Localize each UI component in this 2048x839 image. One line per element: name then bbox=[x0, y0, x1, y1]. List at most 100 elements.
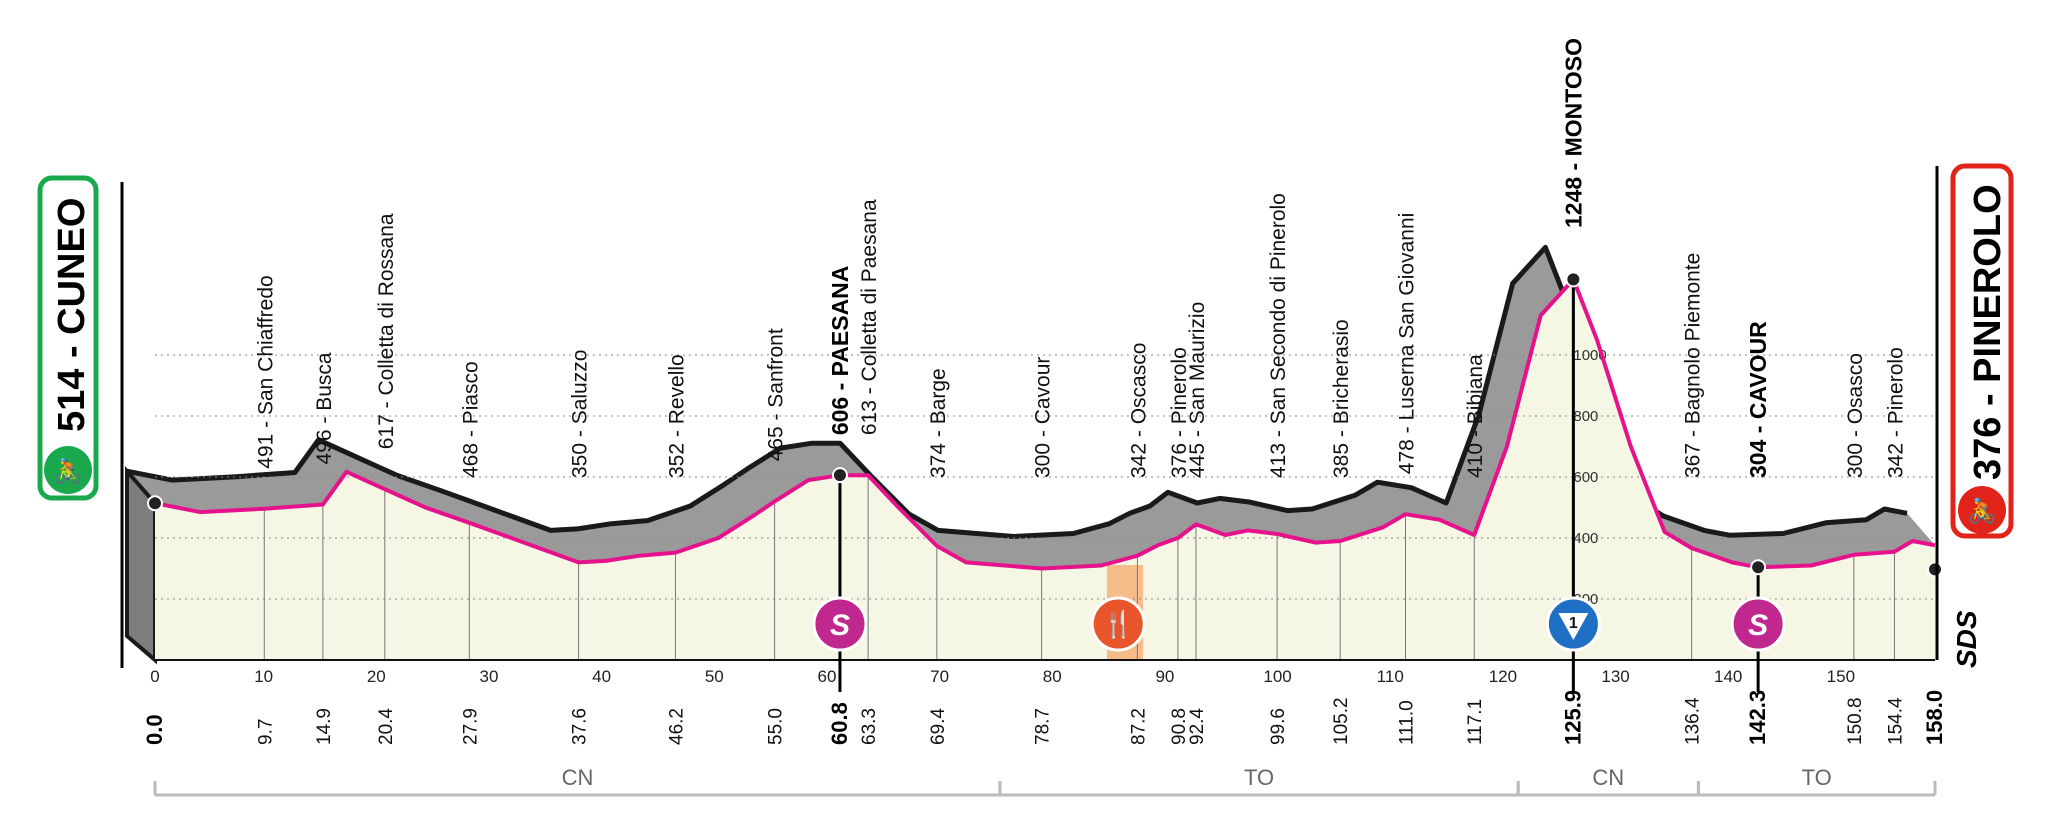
elevation-tick-label: 600 bbox=[1573, 469, 1598, 486]
start-cyclist-icon bbox=[44, 446, 92, 494]
province-label: TO bbox=[1244, 765, 1274, 790]
waypoint-label: 374 - Barge bbox=[927, 368, 950, 478]
waypoint-km-label: 63.3 bbox=[859, 708, 880, 745]
waypoint-km-label: 125.9 bbox=[1560, 690, 1585, 745]
start-dot bbox=[147, 495, 163, 512]
elevation-tick-label: 1000 bbox=[1573, 347, 1606, 364]
waypoint-km-label: 105.2 bbox=[1331, 697, 1352, 745]
x-tick-label: 100 bbox=[1263, 667, 1291, 686]
waypoint-label: 385 - Bricherasio bbox=[1330, 319, 1353, 478]
finish-dot bbox=[1927, 561, 1943, 578]
fork-knife-icon: 🍴 bbox=[1102, 609, 1134, 640]
waypoint-km-label: 154.4 bbox=[1885, 697, 1906, 745]
start-badge-frame bbox=[37, 175, 99, 501]
waypoint-km-label: 90.8 bbox=[1169, 708, 1190, 745]
feed-zone-marker-circle bbox=[1090, 596, 1146, 652]
x-tick-label: 140 bbox=[1714, 667, 1742, 686]
waypoint-km-label: 78.7 bbox=[1033, 708, 1054, 745]
x-tick-label: 0 bbox=[150, 667, 159, 686]
key-point-dot bbox=[831, 467, 848, 484]
province-segment: TO bbox=[998, 765, 1520, 797]
waypoint-km-label: 99.6 bbox=[1268, 708, 1289, 745]
x-tick-label: 40 bbox=[592, 667, 611, 686]
waypoint-km-label: 14.9 bbox=[314, 708, 335, 745]
x-tick-label: 120 bbox=[1489, 667, 1517, 686]
finish-cyclist-icon bbox=[1958, 486, 2006, 534]
key-point-dot bbox=[1750, 559, 1767, 576]
x-tick-label: 30 bbox=[480, 667, 499, 686]
finish-badge: 376 - PINEROLO 🚴 bbox=[1950, 163, 2014, 539]
province-label: CN bbox=[562, 765, 594, 790]
mountain-triangle-icon bbox=[1558, 613, 1589, 640]
waypoint-km-label: 27.9 bbox=[460, 708, 481, 745]
province-segment: CN bbox=[153, 765, 1002, 797]
waypoint-label: 376 - Pinerolo bbox=[1168, 347, 1191, 478]
sprint-marker-circle bbox=[812, 596, 868, 652]
waypoint-label: 410 - Bibiana bbox=[1464, 354, 1487, 478]
finish-name-label: 376 - PINEROLO bbox=[1967, 184, 2009, 480]
cyclist-icon: 🚴 bbox=[1967, 497, 1997, 525]
waypoint-km-label: 37.6 bbox=[570, 708, 591, 745]
x-tick-label: 150 bbox=[1827, 667, 1855, 686]
waypoint-label: 606 - PAESANA bbox=[827, 266, 853, 436]
sprint-symbol-label: S bbox=[830, 609, 850, 642]
waypoint-label: 445 - San Maurizio bbox=[1186, 302, 1209, 478]
waypoint-label: 352 - Revello bbox=[665, 354, 688, 478]
sprint-marker: S bbox=[1730, 596, 1786, 652]
waypoint-label: 350 - Saluzzo bbox=[569, 350, 592, 478]
x-tick-label: 10 bbox=[254, 667, 273, 686]
waypoint-label: 342 - Oscasco bbox=[1127, 343, 1150, 478]
waypoint-label: 617 - Colletta di Rossana bbox=[375, 213, 398, 449]
waypoint-km-label: 92.4 bbox=[1187, 708, 1208, 745]
mountain-category-label: 1 bbox=[1569, 615, 1578, 632]
waypoint-km-label: 142.3 bbox=[1745, 690, 1770, 745]
key-point-dot bbox=[1565, 271, 1582, 288]
waypoint-label: 342 - Pinerolo bbox=[1884, 347, 1907, 478]
waypoint-label: 413 - San Secondo di Pinerolo bbox=[1267, 193, 1290, 478]
waypoint-km-label: 20.4 bbox=[376, 708, 397, 745]
waypoint-km-label: 117.1 bbox=[1465, 699, 1486, 745]
waypoint-km-label: 111.0 bbox=[1397, 700, 1418, 745]
waypoint-km-label: 55.0 bbox=[766, 708, 787, 745]
sds-logo: SDS bbox=[1951, 610, 1982, 668]
x-tick-label: 80 bbox=[1043, 667, 1062, 686]
waypoint-label: 496 - Busca bbox=[313, 352, 336, 464]
waypoint-label: 300 - Cavour bbox=[1032, 357, 1055, 478]
elevation-tick-label: 800 bbox=[1573, 408, 1598, 425]
waypoint-label: 465 - Sanfront bbox=[765, 328, 788, 461]
province-segment: TO bbox=[1696, 765, 1937, 797]
x-tick-label: 50 bbox=[705, 667, 724, 686]
sprint-symbol-label: S bbox=[1748, 609, 1768, 642]
waypoint-label: 613 - Colletta di Paesana bbox=[858, 199, 881, 435]
waypoint-km-label: 9.7 bbox=[255, 719, 276, 745]
waypoint-label: 1248 - MONTOSO bbox=[1560, 38, 1586, 228]
x-tick-label: 60 bbox=[817, 667, 836, 686]
x-tick-label: 90 bbox=[1155, 667, 1174, 686]
province-label: TO bbox=[1802, 765, 1832, 790]
x-tick-label: 70 bbox=[930, 667, 949, 686]
province-segment: CN bbox=[1516, 765, 1700, 797]
start-name-label: 514 - CUNEO bbox=[51, 198, 93, 432]
waypoint-km-label: 46.2 bbox=[666, 708, 687, 745]
sprint-marker: S bbox=[812, 596, 868, 652]
profile-back-surface bbox=[127, 247, 1935, 660]
cyclist-icon: 🚴 bbox=[53, 457, 83, 485]
waypoint-label: 300 - Osasco bbox=[1844, 353, 1867, 478]
waypoint-km-label: 69.4 bbox=[928, 708, 949, 745]
waypoint-km-label: 60.8 bbox=[827, 702, 852, 745]
waypoint-label: 367 - Bagnolo Piemonte bbox=[1682, 253, 1705, 478]
mountain-gpm-marker: 1 bbox=[1545, 596, 1601, 652]
waypoint-label: 491 - San Chiaffredo bbox=[254, 275, 277, 468]
waypoint-label: 304 - CAVOUR bbox=[1745, 321, 1771, 478]
sprint-marker-circle bbox=[1730, 596, 1786, 652]
x-tick-label: 20 bbox=[367, 667, 386, 686]
waypoint-label: 468 - Piasco bbox=[459, 361, 482, 478]
x-tick-label: 130 bbox=[1601, 667, 1629, 686]
province-label: CN bbox=[1592, 765, 1624, 790]
waypoint-km-label: 158.0 bbox=[1922, 690, 1947, 745]
finish-badge-frame bbox=[1950, 163, 2014, 539]
start-badge: 514 - CUNEO 🚴 bbox=[37, 175, 99, 501]
x-tick-label: 110 bbox=[1377, 667, 1404, 686]
